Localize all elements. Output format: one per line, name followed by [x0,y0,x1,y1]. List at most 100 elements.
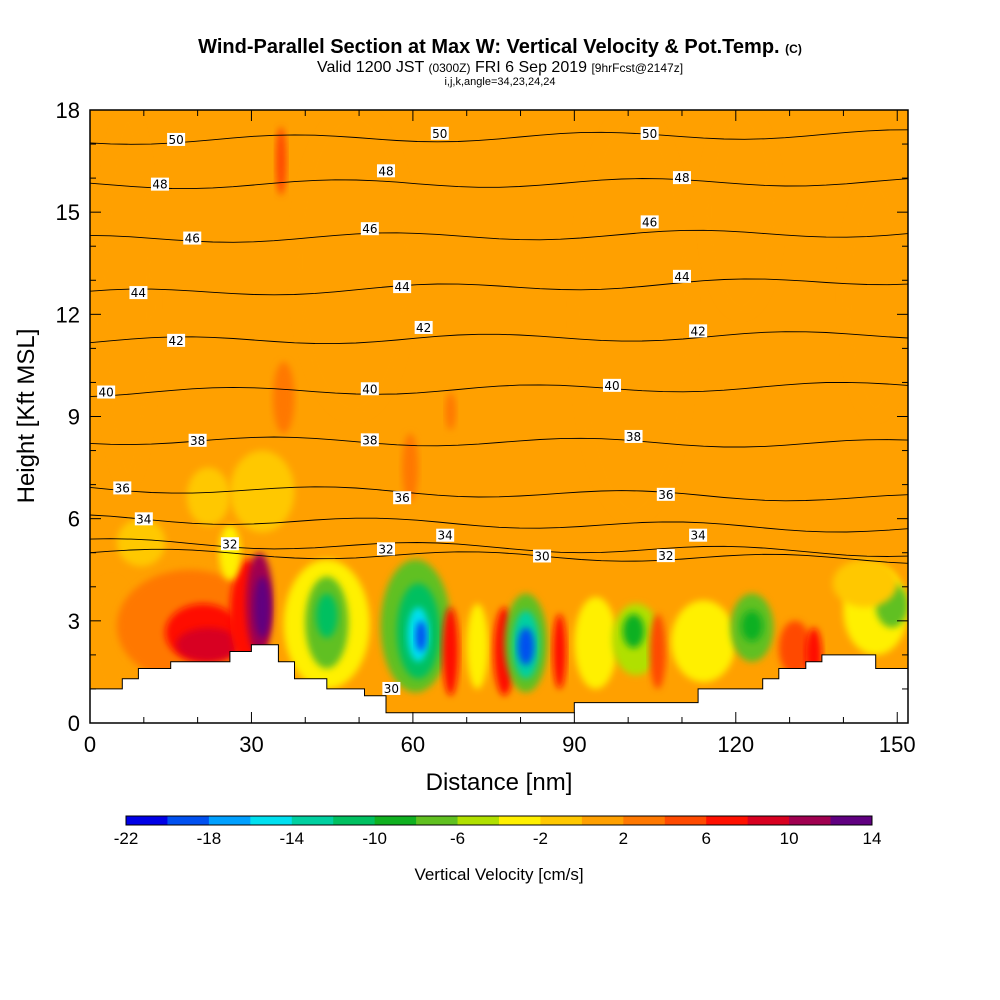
contour-label-29: 32 [376,542,395,556]
contour-label-text: 38 [362,433,377,447]
velocity-cell-39 [402,433,419,502]
contour-label-bg [656,487,675,501]
contour-label-bg [689,324,708,338]
contour-label-bg [360,433,379,447]
contour-label-text: 38 [190,434,205,448]
theta-contour-50 [90,129,908,145]
contour-label-text: 34 [438,529,453,543]
contour-label-bg [430,126,449,140]
colorbar-label: -10 [362,829,387,848]
velocity-cell-19 [517,627,534,666]
velocity-cell-46 [186,467,230,526]
velocity-cell-23 [622,614,645,649]
colorbar-swatch-13 [664,816,707,825]
theta-contour-40 [90,381,908,398]
contour-label-2: 34 [134,512,153,526]
contour-label-20: 42 [689,324,708,338]
contour-label-18: 44 [672,269,691,284]
contour-label-bg [689,528,708,542]
chart-subtitle: Valid 1200 JST (0300Z) FRI 6 Sep 2019 [9… [0,60,1000,76]
colorbar-label: 2 [619,829,628,848]
y-tick-label: 3 [68,609,80,634]
colorbar-swatch-2 [208,816,251,825]
contour-label-13: 48 [376,164,395,178]
x-axis-title: Distance [nm] [426,769,573,796]
contour-label-12: 50 [640,127,659,141]
contour-label-6: 42 [167,333,186,348]
contour-label-text: 44 [674,270,689,284]
x-tick-label: 30 [239,732,263,757]
contour-label-text: 34 [690,529,705,543]
contour-label-7: 44 [129,286,148,300]
theta-contours [90,129,908,564]
velocity-cell-27 [741,610,763,642]
velocity-cell-3 [176,627,241,662]
velocity-cell-13 [415,620,427,652]
section-indices: i,j,k,angle=34,23,24,24 [444,76,556,88]
y-tick-label: 9 [68,405,80,430]
contour-label-text: 32 [658,549,673,563]
x-axis: 0 30 60 90 120 150 [84,110,916,757]
colorbar-label: -14 [279,829,304,848]
contour-label-text: 42 [416,321,431,335]
contour-label-bg [414,320,433,334]
contour-label-bg [150,177,169,191]
contour-label-0: 30 [533,549,552,563]
x-tick-label: 60 [401,732,425,757]
terrain-mask [90,644,908,723]
theta-contour-36 [90,486,908,502]
chart-title-mark: (C) [785,42,802,56]
contour-label-bg [382,681,401,695]
colorbar: -22 -18 -14 -10 -6 -2 2 6 10 14 [114,815,881,848]
theta-contour-42 [90,331,908,345]
contour-label-26: 36 [656,487,675,502]
contour-label-bg [672,171,691,185]
contour-label-text: 32 [222,537,237,551]
contour-label-bg [376,164,395,178]
colorbar-swatch-9 [499,816,541,825]
colorbar-swatch-7 [416,816,459,825]
colorbar-swatch-4 [291,816,334,825]
contour-label-31: 30 [382,681,401,696]
velocity-cell-45 [843,178,908,417]
contour-label-text: 40 [362,382,377,396]
colorbar-swatch-16 [789,816,832,825]
colorbar-swatch-6 [374,816,417,825]
contour-label-text: 42 [690,324,705,338]
theta-contour-38 [90,436,908,448]
contour-label-bg [376,542,395,556]
colorbar-title: Vertical Velocity [cm/s] [414,865,583,884]
colorbar-swatch-1 [167,816,210,825]
contour-label-bg [393,491,412,505]
colorbar-label: -2 [533,829,548,848]
contour-label-text: 50 [642,127,657,141]
contour-label-bg [183,231,202,245]
colorbar-label: -22 [114,829,139,848]
contour-label-text: 34 [136,512,151,526]
contour-label-19: 42 [414,320,433,335]
contour-label-text: 44 [131,286,146,300]
chart-title-text: Wind-Parallel Section at Max W: Vertical… [198,36,780,58]
contour-label-30: 32 [656,549,675,563]
colorbar-label: -18 [197,829,222,848]
contour-label-text: 46 [185,232,200,246]
contour-label-text: 36 [658,488,673,502]
velocity-cell-25 [671,600,736,683]
y-tick-label: 0 [68,711,80,736]
contour-label-text: 48 [152,178,167,192]
velocity-cell-20 [552,614,567,689]
contour-label-text: 44 [394,280,409,294]
contour-label-bg [603,378,622,392]
colorbar-swatch-10 [540,816,583,825]
x-tick-label: 150 [879,732,916,757]
contour-label-bg [624,429,643,443]
contour-label-text: 46 [642,215,657,229]
contour-label-bg [360,222,379,236]
contour-label-9: 48 [150,177,169,192]
valid-date: FRI 6 Sep 2019 [474,59,588,76]
velocity-cell-28 [778,620,812,676]
y-tick-label: 6 [68,507,80,532]
contour-label-bg [533,549,552,563]
contour-label-text: 50 [168,133,183,147]
